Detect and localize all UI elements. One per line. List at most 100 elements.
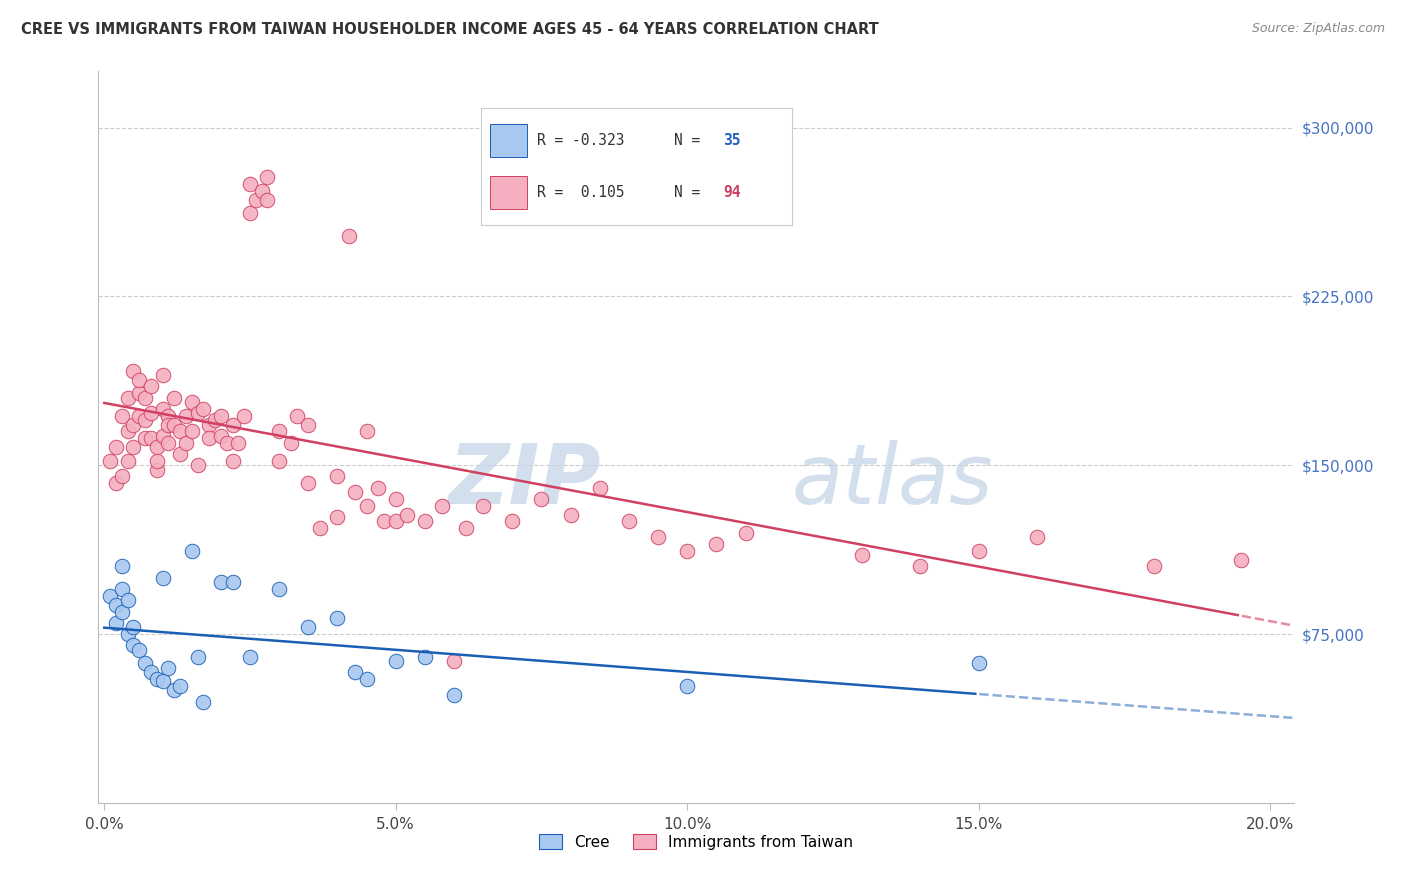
Point: [193, 401, 215, 416]
Point: [228, 435, 250, 450]
Point: [134, 657, 156, 671]
Point: [967, 657, 990, 671]
Point: [122, 620, 145, 634]
Point: [530, 491, 553, 506]
Point: [128, 373, 150, 387]
Text: CREE VS IMMIGRANTS FROM TAIWAN HOUSEHOLDER INCOME AGES 45 - 64 YEARS CORRELATION: CREE VS IMMIGRANTS FROM TAIWAN HOUSEHOLD…: [21, 22, 879, 37]
Point: [128, 409, 150, 423]
Point: [245, 193, 267, 207]
Point: [111, 559, 134, 574]
Point: [104, 476, 127, 491]
Point: [676, 543, 699, 558]
Point: [198, 431, 221, 445]
Point: [233, 409, 256, 423]
Text: atlas: atlas: [792, 441, 993, 522]
Point: [139, 379, 162, 393]
Point: [169, 447, 191, 461]
Point: [501, 515, 523, 529]
Point: [180, 395, 202, 409]
Point: [297, 476, 319, 491]
Point: [128, 386, 150, 401]
Point: [373, 515, 395, 529]
Point: [647, 530, 669, 544]
Point: [396, 508, 419, 522]
Point: [163, 683, 186, 698]
Point: [145, 672, 167, 686]
Point: [356, 425, 378, 439]
Point: [152, 401, 174, 416]
Point: [443, 654, 465, 668]
Point: [384, 491, 406, 506]
Point: [122, 638, 145, 652]
Point: [297, 620, 319, 634]
Point: [163, 391, 186, 405]
Point: [169, 679, 191, 693]
Point: [111, 582, 134, 596]
Point: [215, 435, 238, 450]
Point: [117, 453, 139, 467]
Text: ZIP: ZIP: [447, 441, 600, 522]
Point: [180, 425, 202, 439]
Point: [1230, 553, 1253, 567]
Point: [128, 642, 150, 657]
Point: [256, 170, 278, 185]
Point: [432, 499, 454, 513]
Point: [560, 508, 582, 522]
Text: Source: ZipAtlas.com: Source: ZipAtlas.com: [1251, 22, 1385, 36]
Point: [209, 409, 232, 423]
Point: [152, 429, 174, 443]
Point: [122, 440, 145, 454]
Point: [152, 674, 174, 689]
Point: [104, 615, 127, 630]
Point: [134, 391, 156, 405]
Point: [239, 649, 262, 664]
Point: [122, 417, 145, 432]
Point: [111, 469, 134, 483]
Point: [269, 425, 291, 439]
Point: [221, 417, 243, 432]
Point: [104, 598, 127, 612]
Point: [204, 413, 226, 427]
Point: [454, 521, 477, 535]
Point: [337, 228, 360, 243]
Point: [111, 605, 134, 619]
Point: [910, 559, 932, 574]
Point: [117, 593, 139, 607]
Point: [326, 611, 349, 625]
Point: [706, 537, 728, 551]
Point: [221, 453, 243, 467]
Point: [356, 499, 378, 513]
Point: [413, 515, 436, 529]
Point: [326, 469, 349, 483]
Point: [186, 458, 208, 473]
Point: [443, 688, 465, 702]
Point: [343, 665, 366, 680]
Point: [152, 571, 174, 585]
Point: [269, 453, 291, 467]
Point: [269, 582, 291, 596]
Point: [134, 431, 156, 445]
Point: [239, 206, 262, 220]
Point: [384, 515, 406, 529]
Point: [145, 440, 167, 454]
Point: [122, 364, 145, 378]
Point: [157, 409, 180, 423]
Point: [157, 435, 180, 450]
Point: [326, 510, 349, 524]
Point: [280, 435, 302, 450]
Point: [157, 417, 180, 432]
Point: [139, 431, 162, 445]
Point: [157, 661, 180, 675]
Point: [384, 654, 406, 668]
Point: [239, 177, 262, 191]
Point: [209, 429, 232, 443]
Point: [676, 679, 699, 693]
Point: [734, 525, 756, 540]
Point: [98, 453, 121, 467]
Point: [180, 543, 202, 558]
Point: [145, 453, 167, 467]
Point: [617, 515, 640, 529]
Point: [1026, 530, 1049, 544]
Point: [163, 417, 186, 432]
Point: [139, 665, 162, 680]
